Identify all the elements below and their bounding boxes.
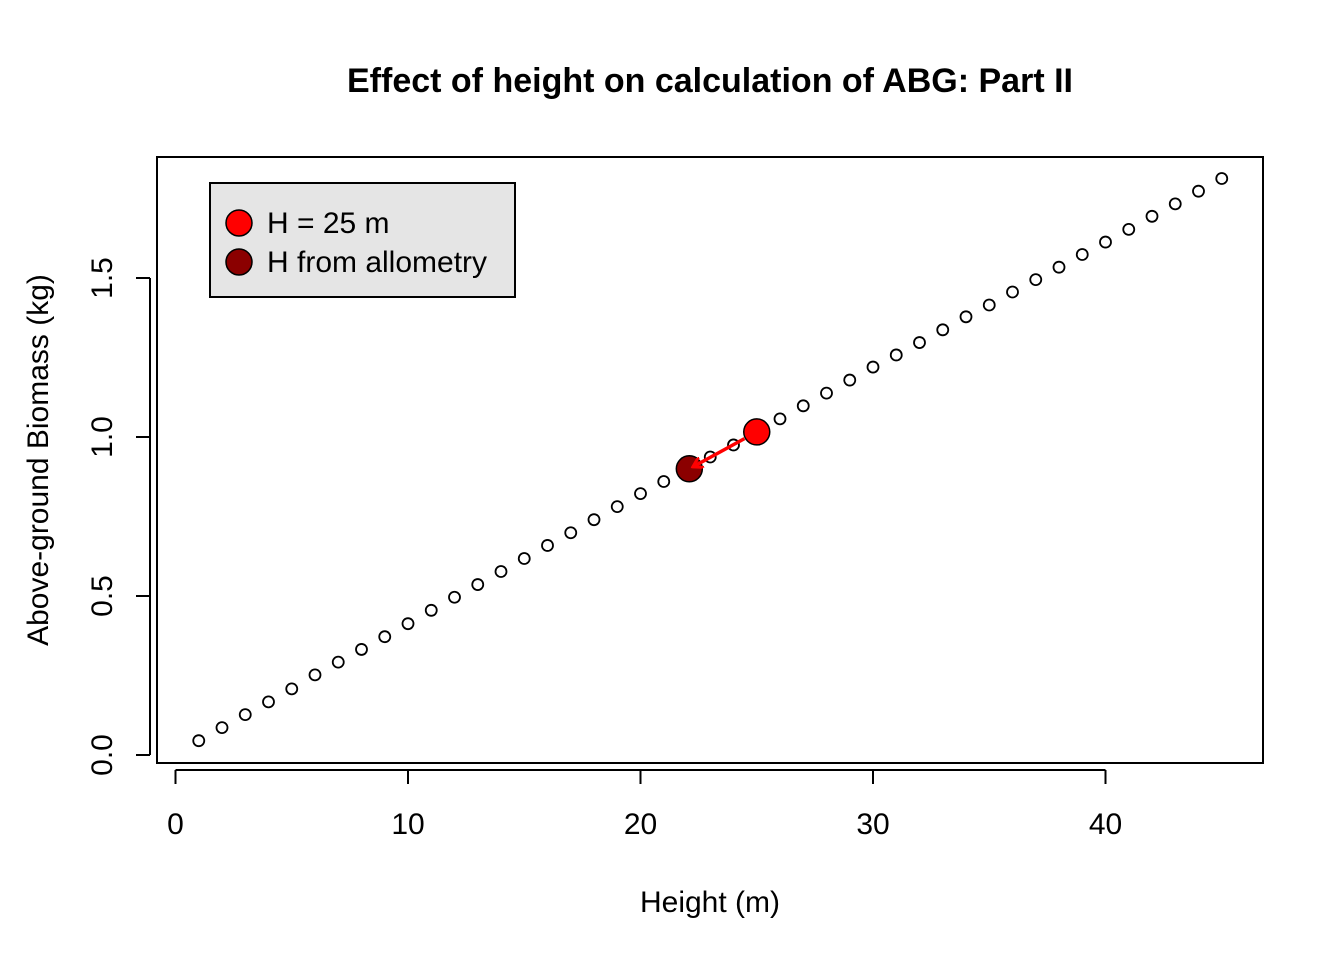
data-point	[1099, 235, 1112, 249]
legend-label-allometry: H from allometry	[267, 246, 487, 279]
legend-box	[209, 182, 516, 298]
x-axis-label: Height (m)	[640, 886, 780, 919]
data-point	[866, 360, 880, 374]
data-point	[1052, 260, 1066, 274]
data-point	[192, 734, 206, 748]
data-point	[424, 603, 438, 617]
legend-label-h25: H = 25 m	[267, 207, 390, 240]
plot-area-frame	[156, 156, 1264, 764]
data-point	[448, 590, 461, 604]
data-point	[517, 552, 531, 565]
data-point	[238, 708, 252, 722]
y-tick-label: 0.5	[86, 575, 119, 617]
data-point	[657, 475, 671, 488]
data-points	[192, 172, 1229, 748]
x-tick-label: 0	[167, 808, 184, 841]
data-point	[587, 513, 601, 527]
data-point	[308, 668, 322, 682]
data-point	[936, 323, 950, 337]
legend-marker-allometry	[225, 248, 253, 276]
data-point	[494, 565, 508, 578]
data-point	[564, 526, 578, 540]
data-point	[796, 399, 810, 413]
data-point	[355, 643, 368, 656]
legend-marker-h25	[225, 209, 253, 237]
data-point	[215, 721, 229, 735]
y-tick-label: 1.0	[86, 416, 119, 458]
data-point	[1145, 209, 1159, 223]
data-point	[401, 617, 415, 631]
data-point	[610, 500, 624, 514]
y-tick-label: 0.0	[86, 734, 119, 776]
data-point	[331, 655, 345, 669]
legend: H = 25 m H from allometry	[209, 182, 516, 298]
data-point	[1075, 248, 1089, 261]
data-point	[634, 487, 647, 501]
data-point	[1192, 184, 1205, 198]
x-tick-label: 20	[624, 808, 657, 841]
data-point	[913, 336, 926, 349]
data-point	[1215, 172, 1229, 185]
data-point	[262, 695, 275, 709]
data-point	[1006, 285, 1019, 299]
point-allometry	[675, 455, 704, 483]
data-point	[541, 539, 554, 552]
data-point	[1029, 273, 1043, 286]
x-axis: 0 10 20 30 40	[167, 769, 1122, 841]
data-point	[843, 373, 857, 387]
data-point	[703, 450, 717, 464]
x-tick-label: 10	[391, 808, 424, 841]
data-point	[1122, 222, 1136, 236]
data-point	[889, 348, 903, 362]
y-axis: 0.0 0.5 1.0 1.5	[86, 257, 151, 776]
chart-title: Effect of height on calculation of ABG: …	[347, 62, 1073, 100]
data-point	[1168, 197, 1182, 211]
x-tick-label: 40	[1089, 808, 1122, 841]
y-tick-label: 1.5	[86, 257, 119, 299]
annotations	[693, 437, 746, 467]
data-point	[285, 682, 299, 696]
arrow-annotation	[693, 437, 746, 467]
x-tick-label: 30	[856, 808, 889, 841]
data-point	[471, 578, 485, 591]
data-point	[982, 298, 996, 312]
data-point	[959, 310, 973, 324]
y-axis-label: Above-ground Biomass (kg)	[22, 274, 55, 646]
data-point	[820, 386, 833, 400]
data-point	[773, 412, 787, 426]
point-h25	[743, 418, 771, 446]
data-point	[727, 438, 740, 452]
data-point	[378, 630, 392, 644]
